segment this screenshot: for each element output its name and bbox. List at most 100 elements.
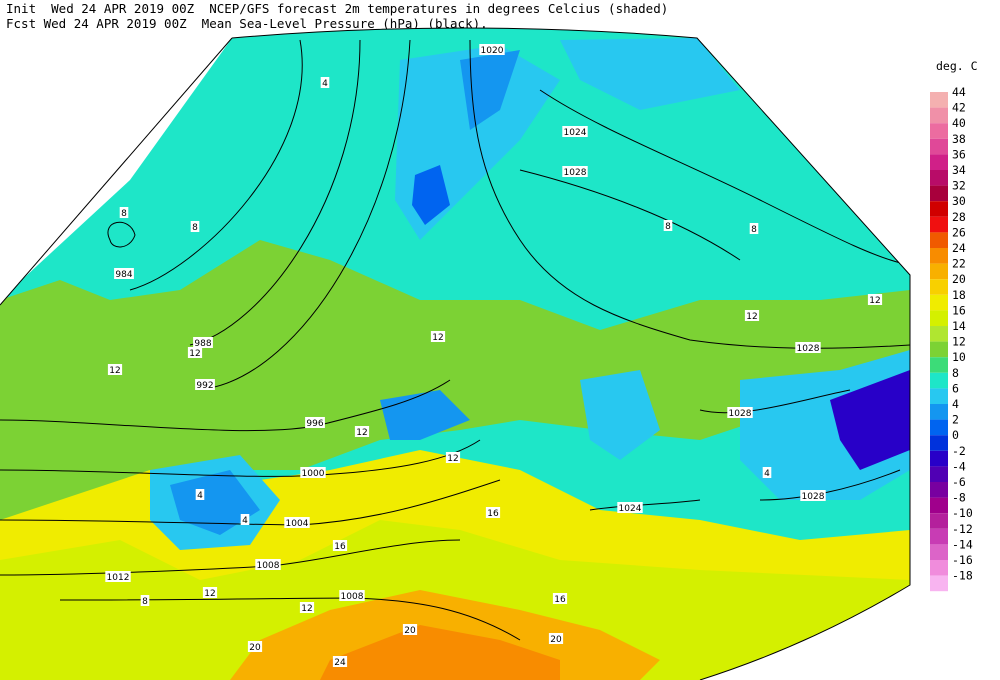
legend-swatch xyxy=(930,450,948,467)
legend-label: -4 xyxy=(952,459,966,473)
legend-label: 36 xyxy=(952,147,966,161)
pressure-label-bg xyxy=(284,517,310,528)
pressure-label-bg xyxy=(105,571,131,582)
temperature-label-bg xyxy=(119,207,129,218)
pressure-label-bg xyxy=(114,268,134,279)
legend-label: -2 xyxy=(952,444,966,458)
pressure-label-bg xyxy=(562,126,588,137)
map-labels: 1020 1024 1028 984 988 992 996 1000 1004 1008 1012… xyxy=(105,44,883,668)
pressure-label: 1004 xyxy=(286,519,309,529)
temperature-label: 4 xyxy=(322,79,328,89)
pressure-label-bg xyxy=(305,417,325,428)
temperature-label-bg xyxy=(332,656,348,667)
pressure-label-bg xyxy=(339,590,365,601)
legend-label: 44 xyxy=(952,85,966,99)
legend-label: -8 xyxy=(952,491,966,505)
legend-label: 32 xyxy=(952,179,966,193)
temperature-label-bg xyxy=(749,223,759,234)
legend-swatch xyxy=(930,435,948,451)
legend-swatch xyxy=(930,216,948,233)
legend-label: 20 xyxy=(952,272,966,286)
temperature-label: 8 xyxy=(751,225,757,235)
map-border xyxy=(0,37,233,306)
pressure-label-bg xyxy=(300,467,326,478)
temperature-label-bg xyxy=(190,221,200,232)
legend-label: 0 xyxy=(952,428,959,442)
legend-label: 16 xyxy=(952,303,966,317)
temperature-label: 12 xyxy=(432,333,443,343)
temperature-label: 4 xyxy=(764,469,770,479)
pressure-label: 1028 xyxy=(729,409,752,419)
pressure-label: 1028 xyxy=(797,344,820,354)
map-border xyxy=(231,27,911,680)
pressure-label: 1012 xyxy=(107,573,130,583)
legend-swatch xyxy=(930,575,948,592)
legend-swatch xyxy=(930,294,948,311)
pressure-label: 996 xyxy=(306,419,323,429)
temperature-label-bg xyxy=(240,514,250,525)
legend-label: -12 xyxy=(952,522,973,536)
legend-label: -18 xyxy=(952,569,973,583)
legend-swatch xyxy=(930,185,948,202)
legend-label: 8 xyxy=(952,366,959,380)
legend-swatch xyxy=(930,404,948,420)
temperature-label: 12 xyxy=(189,349,200,359)
legend-swatch xyxy=(930,248,948,264)
legend-label: 10 xyxy=(952,350,966,364)
temperature-label-bg xyxy=(202,587,218,598)
legend-swatch xyxy=(930,497,948,514)
legend-swatch xyxy=(930,341,948,358)
legend-swatch xyxy=(930,279,948,295)
temperature-label-bg xyxy=(332,540,348,551)
legend-swatch xyxy=(930,528,948,545)
legend-swatch xyxy=(930,138,948,155)
legend-swatch xyxy=(930,232,948,248)
legend-swatch xyxy=(930,123,948,139)
temperature-label: 12 xyxy=(447,454,458,464)
temperature-label: 12 xyxy=(204,589,215,599)
legend-label: -10 xyxy=(952,506,973,520)
temperature-label: 16 xyxy=(334,542,346,552)
temperature-label-bg xyxy=(195,489,205,500)
legend-label: 28 xyxy=(952,210,966,224)
pressure-label-bg xyxy=(479,44,505,55)
pressure-label: 1020 xyxy=(481,46,504,56)
pressure-label: 1008 xyxy=(341,592,364,602)
temperature-label: 12 xyxy=(869,296,880,306)
temperature-label: 20 xyxy=(550,635,562,645)
temperature-label-bg xyxy=(762,467,772,478)
header-line: Init Wed 24 APR 2019 00Z NCEP/GFS foreca… xyxy=(6,1,668,16)
legend-label: -6 xyxy=(952,475,966,489)
legend-swatch xyxy=(930,154,948,170)
temperature-label: 8 xyxy=(192,223,198,233)
temperature-label: 12 xyxy=(301,604,312,614)
pressure-label: 1008 xyxy=(257,561,280,571)
pressure-label-bg xyxy=(617,502,643,513)
pressure-label-bg xyxy=(195,379,215,390)
legend-swatch xyxy=(930,201,948,217)
pressure-label: 988 xyxy=(194,339,211,349)
legend-swatch xyxy=(930,263,948,280)
temperature-label-bg xyxy=(354,426,370,437)
temperature-label-bg xyxy=(430,331,446,342)
temperature-label-bg xyxy=(247,641,263,652)
pressure-label-bg xyxy=(562,166,588,177)
legend-label: 24 xyxy=(952,241,966,255)
temperature-label-bg xyxy=(867,294,883,305)
pressure-label: 1024 xyxy=(619,504,642,514)
temperature-label: 16 xyxy=(554,595,566,605)
temperature-label: 20 xyxy=(404,626,416,636)
legend-label: 38 xyxy=(952,132,966,146)
pressure-label: 1028 xyxy=(802,492,825,502)
pressure-label: 992 xyxy=(196,381,213,391)
temperature-label-bg xyxy=(445,452,461,463)
temperature-label: 12 xyxy=(356,428,367,438)
legend-swatch xyxy=(930,92,948,108)
legend-label: 4 xyxy=(952,397,959,411)
temperature-label: 8 xyxy=(142,597,148,607)
legend-label: 18 xyxy=(952,288,966,302)
temperature-label: 8 xyxy=(665,222,671,232)
legend-label: 2 xyxy=(952,413,959,427)
temperature-label: 12 xyxy=(109,366,120,376)
